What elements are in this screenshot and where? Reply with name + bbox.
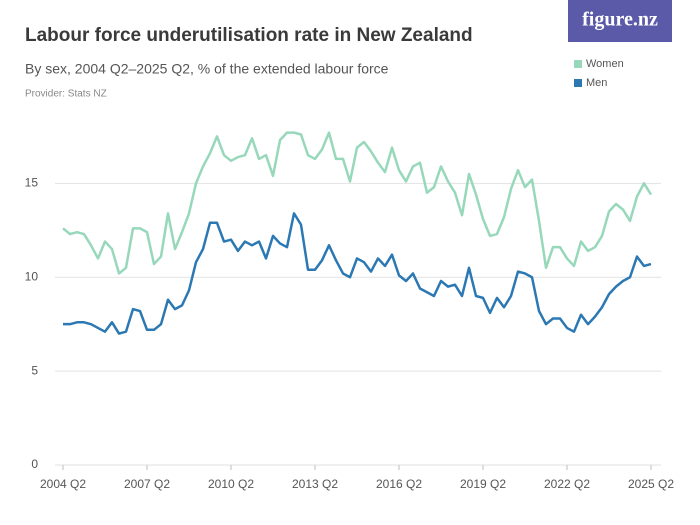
y-tick-label: 5 [31,363,38,377]
x-tick-label: 2019 Q2 [460,477,506,491]
chart-title: Labour force underutilisation rate in Ne… [25,25,473,46]
x-tick-label: 2013 Q2 [292,477,338,491]
x-tick-label: 2016 Q2 [376,477,422,491]
x-tick-label: 2025 Q2 [628,477,674,491]
legend-swatch [574,79,582,87]
series-line [62,131,653,275]
y-tick-label: 10 [25,269,39,283]
x-tick-label: 2010 Q2 [208,477,254,491]
logo-box[interactable] [568,0,672,42]
y-tick-label: 15 [25,176,39,190]
legend-swatch [574,60,582,68]
provider: Provider: Stats NZ [25,89,107,100]
legend-label: Women [586,58,624,70]
x-tick-label: 2004 Q2 [40,477,86,491]
logo[interactable]: figure.nz [582,9,658,31]
x-tick-label: 2022 Q2 [544,477,590,491]
legend-label: Men [586,77,607,89]
series-line [63,212,652,335]
y-tick-label: 0 [31,457,38,471]
x-tick-label: 2007 Q2 [124,477,170,491]
chart-subtitle: By sex, 2004 Q2–2025 Q2, % of the extend… [25,61,389,77]
